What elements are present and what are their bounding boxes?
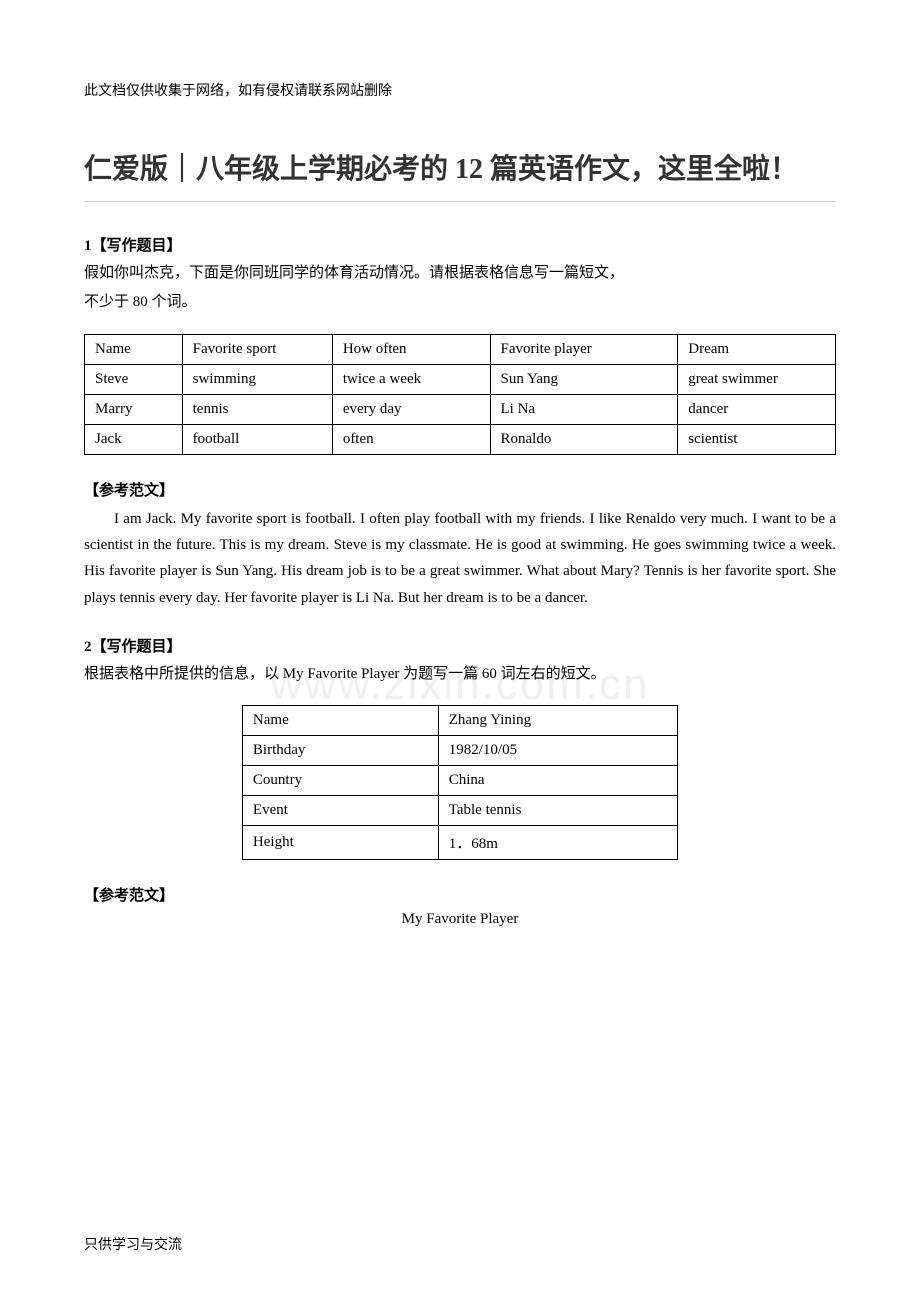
table-cell: every day: [332, 394, 490, 424]
table-cell: Birthday: [242, 736, 438, 766]
section-2-answer-heading: 【参考范文】: [84, 884, 836, 905]
table-cell: twice a week: [332, 364, 490, 394]
table-cell: Jack: [85, 424, 183, 454]
section-1-answer-heading: 【参考范文】: [84, 479, 836, 500]
document-main-title: 仁爱版｜八年级上学期必考的 12 篇英语作文，这里全啦！: [84, 148, 836, 193]
table-cell: Favorite player: [490, 334, 678, 364]
table-cell: 1．68m: [438, 826, 677, 860]
table-cell: 1982/10/05: [438, 736, 677, 766]
table-cell: Zhang Yining: [438, 706, 677, 736]
table-cell: Dream: [678, 334, 836, 364]
table-cell: great swimmer: [678, 364, 836, 394]
section-2-intro: 根据表格中所提供的信息，以 My Favorite Player 为题写一篇 6…: [84, 662, 836, 688]
table-cell: Event: [242, 796, 438, 826]
table-cell: scientist: [678, 424, 836, 454]
table-row: Jack football often Ronaldo scientist: [85, 424, 836, 454]
table-row: Name Favorite sport How often Favorite p…: [85, 334, 836, 364]
section-1-intro-line1: 假如你叫杰克，下面是你同班同学的体育活动情况。请根据表格信息写一篇短文，: [84, 261, 836, 287]
table-cell: football: [182, 424, 332, 454]
section-1-table: Name Favorite sport How often Favorite p…: [84, 334, 836, 455]
title-divider: [84, 201, 836, 202]
table-cell: Marry: [85, 394, 183, 424]
table-cell: How often: [332, 334, 490, 364]
table-row: Birthday 1982/10/05: [242, 736, 677, 766]
section-1-answer-text: I am Jack. My favorite sport is football…: [84, 506, 836, 611]
table-cell: Height: [242, 826, 438, 860]
section-2-heading: 2【写作题目】: [84, 635, 836, 656]
table-cell: Ronaldo: [490, 424, 678, 454]
table-cell: Favorite sport: [182, 334, 332, 364]
footer-note: 只供学习与交流: [84, 1234, 182, 1254]
table-row: Height 1．68m: [242, 826, 677, 860]
table-row: Steve swimming twice a week Sun Yang gre…: [85, 364, 836, 394]
table-cell: swimming: [182, 364, 332, 394]
table-row: Country China: [242, 766, 677, 796]
table-cell: Steve: [85, 364, 183, 394]
table-cell: dancer: [678, 394, 836, 424]
table-row: Marry tennis every day Li Na dancer: [85, 394, 836, 424]
table-row: Event Table tennis: [242, 796, 677, 826]
table-cell: Sun Yang: [490, 364, 678, 394]
section-1-heading: 1【写作题目】: [84, 234, 836, 255]
table-cell: Name: [242, 706, 438, 736]
table-cell: Table tennis: [438, 796, 677, 826]
section-2-essay-title: My Favorite Player: [84, 911, 836, 928]
section-1: 1【写作题目】 假如你叫杰克，下面是你同班同学的体育活动情况。请根据表格信息写一…: [84, 234, 836, 611]
header-disclaimer: 此文档仅供收集于网络，如有侵权请联系网站删除: [84, 80, 836, 100]
table-cell: Country: [242, 766, 438, 796]
table-cell: China: [438, 766, 677, 796]
table-cell: Li Na: [490, 394, 678, 424]
table-cell: tennis: [182, 394, 332, 424]
table-row: Name Zhang Yining: [242, 706, 677, 736]
section-2: 2【写作题目】 根据表格中所提供的信息，以 My Favorite Player…: [84, 635, 836, 929]
table-cell: often: [332, 424, 490, 454]
section-1-intro-line2: 不少于 80 个词。: [84, 290, 836, 316]
table-cell: Name: [85, 334, 183, 364]
section-2-table: Name Zhang Yining Birthday 1982/10/05 Co…: [242, 705, 678, 860]
